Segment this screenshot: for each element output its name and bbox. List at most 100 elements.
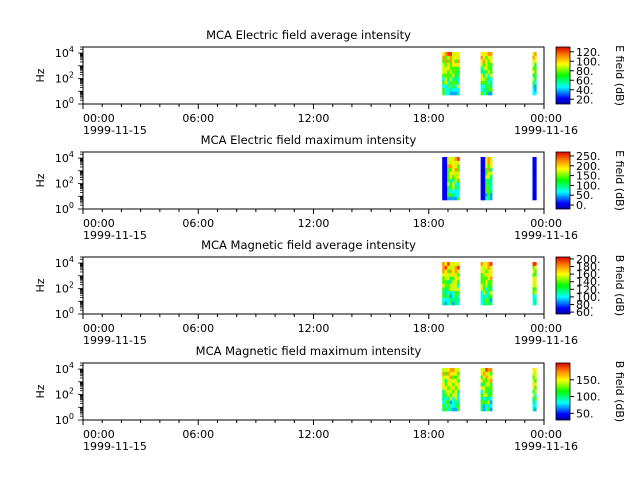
y-tick-label: 100 — [55, 306, 74, 321]
data-cell — [487, 84, 491, 89]
data-cell — [534, 283, 537, 288]
data-cell — [454, 378, 458, 383]
data-cell — [532, 294, 535, 299]
x-date-label: 1999-11-16 — [514, 440, 578, 453]
data-cell — [532, 164, 535, 169]
data-cell — [442, 66, 445, 71]
data-cell — [489, 283, 493, 288]
data-cell — [454, 182, 458, 186]
data-cell — [442, 174, 445, 179]
data-cell — [457, 269, 460, 274]
data-cell — [442, 59, 445, 64]
data-cell — [447, 52, 450, 56]
data-cell — [449, 396, 453, 401]
data-cell — [449, 272, 453, 277]
data-cell — [482, 59, 486, 64]
data-cell — [457, 301, 460, 306]
data-cell — [485, 77, 488, 81]
data-cell — [447, 272, 450, 277]
data-cell — [480, 368, 484, 372]
data-cell — [485, 91, 488, 96]
data-cell — [452, 157, 455, 161]
data-cell — [444, 62, 448, 67]
data-cell — [489, 160, 493, 165]
data-cell — [444, 287, 448, 291]
data-cell — [452, 385, 455, 390]
data-cell — [444, 59, 448, 64]
data-cell — [485, 192, 488, 197]
data-cell — [442, 287, 445, 291]
data-cell — [487, 182, 491, 186]
data-cell — [489, 157, 493, 161]
data-cell — [487, 55, 491, 60]
data-cell — [485, 396, 488, 401]
data-cell — [449, 55, 453, 60]
data-cell — [442, 77, 445, 81]
data-cell — [454, 55, 458, 60]
colorbar — [555, 256, 571, 315]
data-cell — [532, 265, 535, 270]
colorbar-label: B field (dB) — [613, 255, 626, 316]
data-cell — [449, 294, 453, 299]
data-cell — [442, 185, 445, 190]
data-cell — [457, 294, 460, 299]
data-cell — [444, 157, 448, 161]
data-cell — [534, 73, 537, 78]
data-cell — [442, 178, 445, 183]
data-cell — [452, 272, 455, 277]
data-cell — [480, 164, 484, 169]
data-cell — [489, 55, 493, 60]
x-tick-label: 12:00 — [298, 322, 330, 335]
data-cell — [489, 272, 493, 277]
data-cell — [457, 66, 460, 71]
x-tick-label: 12:00 — [298, 112, 330, 125]
plot-area — [82, 151, 545, 210]
data-cell — [480, 287, 484, 291]
data-cell — [442, 272, 445, 277]
data-cell — [444, 375, 448, 380]
data-cell — [449, 283, 453, 288]
data-cell — [454, 290, 458, 295]
data-cell — [449, 171, 453, 176]
data-cell — [534, 174, 537, 179]
data-cell — [534, 157, 537, 161]
data-cell — [449, 91, 453, 96]
data-cell — [480, 385, 484, 390]
data-cell — [447, 297, 450, 302]
data-cell — [457, 393, 460, 397]
data-cell — [444, 84, 448, 89]
data-cell — [532, 272, 535, 277]
panel-title: MCA Electric field average intensity — [206, 28, 411, 42]
data-cell — [457, 62, 460, 67]
data-cell — [480, 196, 484, 201]
data-cell — [457, 174, 460, 179]
data-cell — [489, 371, 493, 376]
data-cell — [487, 389, 491, 394]
data-cell — [534, 84, 537, 89]
data-cell — [452, 382, 455, 387]
data-cell — [489, 62, 493, 67]
data-cell — [534, 77, 537, 81]
x-tick-label: 18:00 — [413, 112, 445, 125]
data-cell — [454, 73, 458, 78]
data-cell — [454, 189, 458, 194]
data-cell — [485, 84, 488, 89]
data-cell — [449, 87, 453, 92]
y-tick-label: 100 — [55, 412, 74, 427]
data-cell — [534, 178, 537, 183]
data-cell — [485, 400, 488, 405]
data-cell — [449, 174, 453, 179]
data-cell — [447, 80, 450, 85]
data-cell — [485, 182, 488, 186]
data-cell — [482, 69, 486, 74]
data-cell — [487, 287, 491, 291]
data-cell — [534, 378, 537, 383]
data-cell — [442, 84, 445, 89]
data-cell — [489, 91, 493, 96]
data-cell — [480, 167, 484, 172]
panel-title: MCA Magnetic field average intensity — [201, 238, 416, 252]
data-cell — [482, 157, 486, 161]
data-cell — [482, 62, 486, 67]
y-tick-label: 102 — [55, 281, 74, 296]
data-cell — [534, 287, 537, 291]
